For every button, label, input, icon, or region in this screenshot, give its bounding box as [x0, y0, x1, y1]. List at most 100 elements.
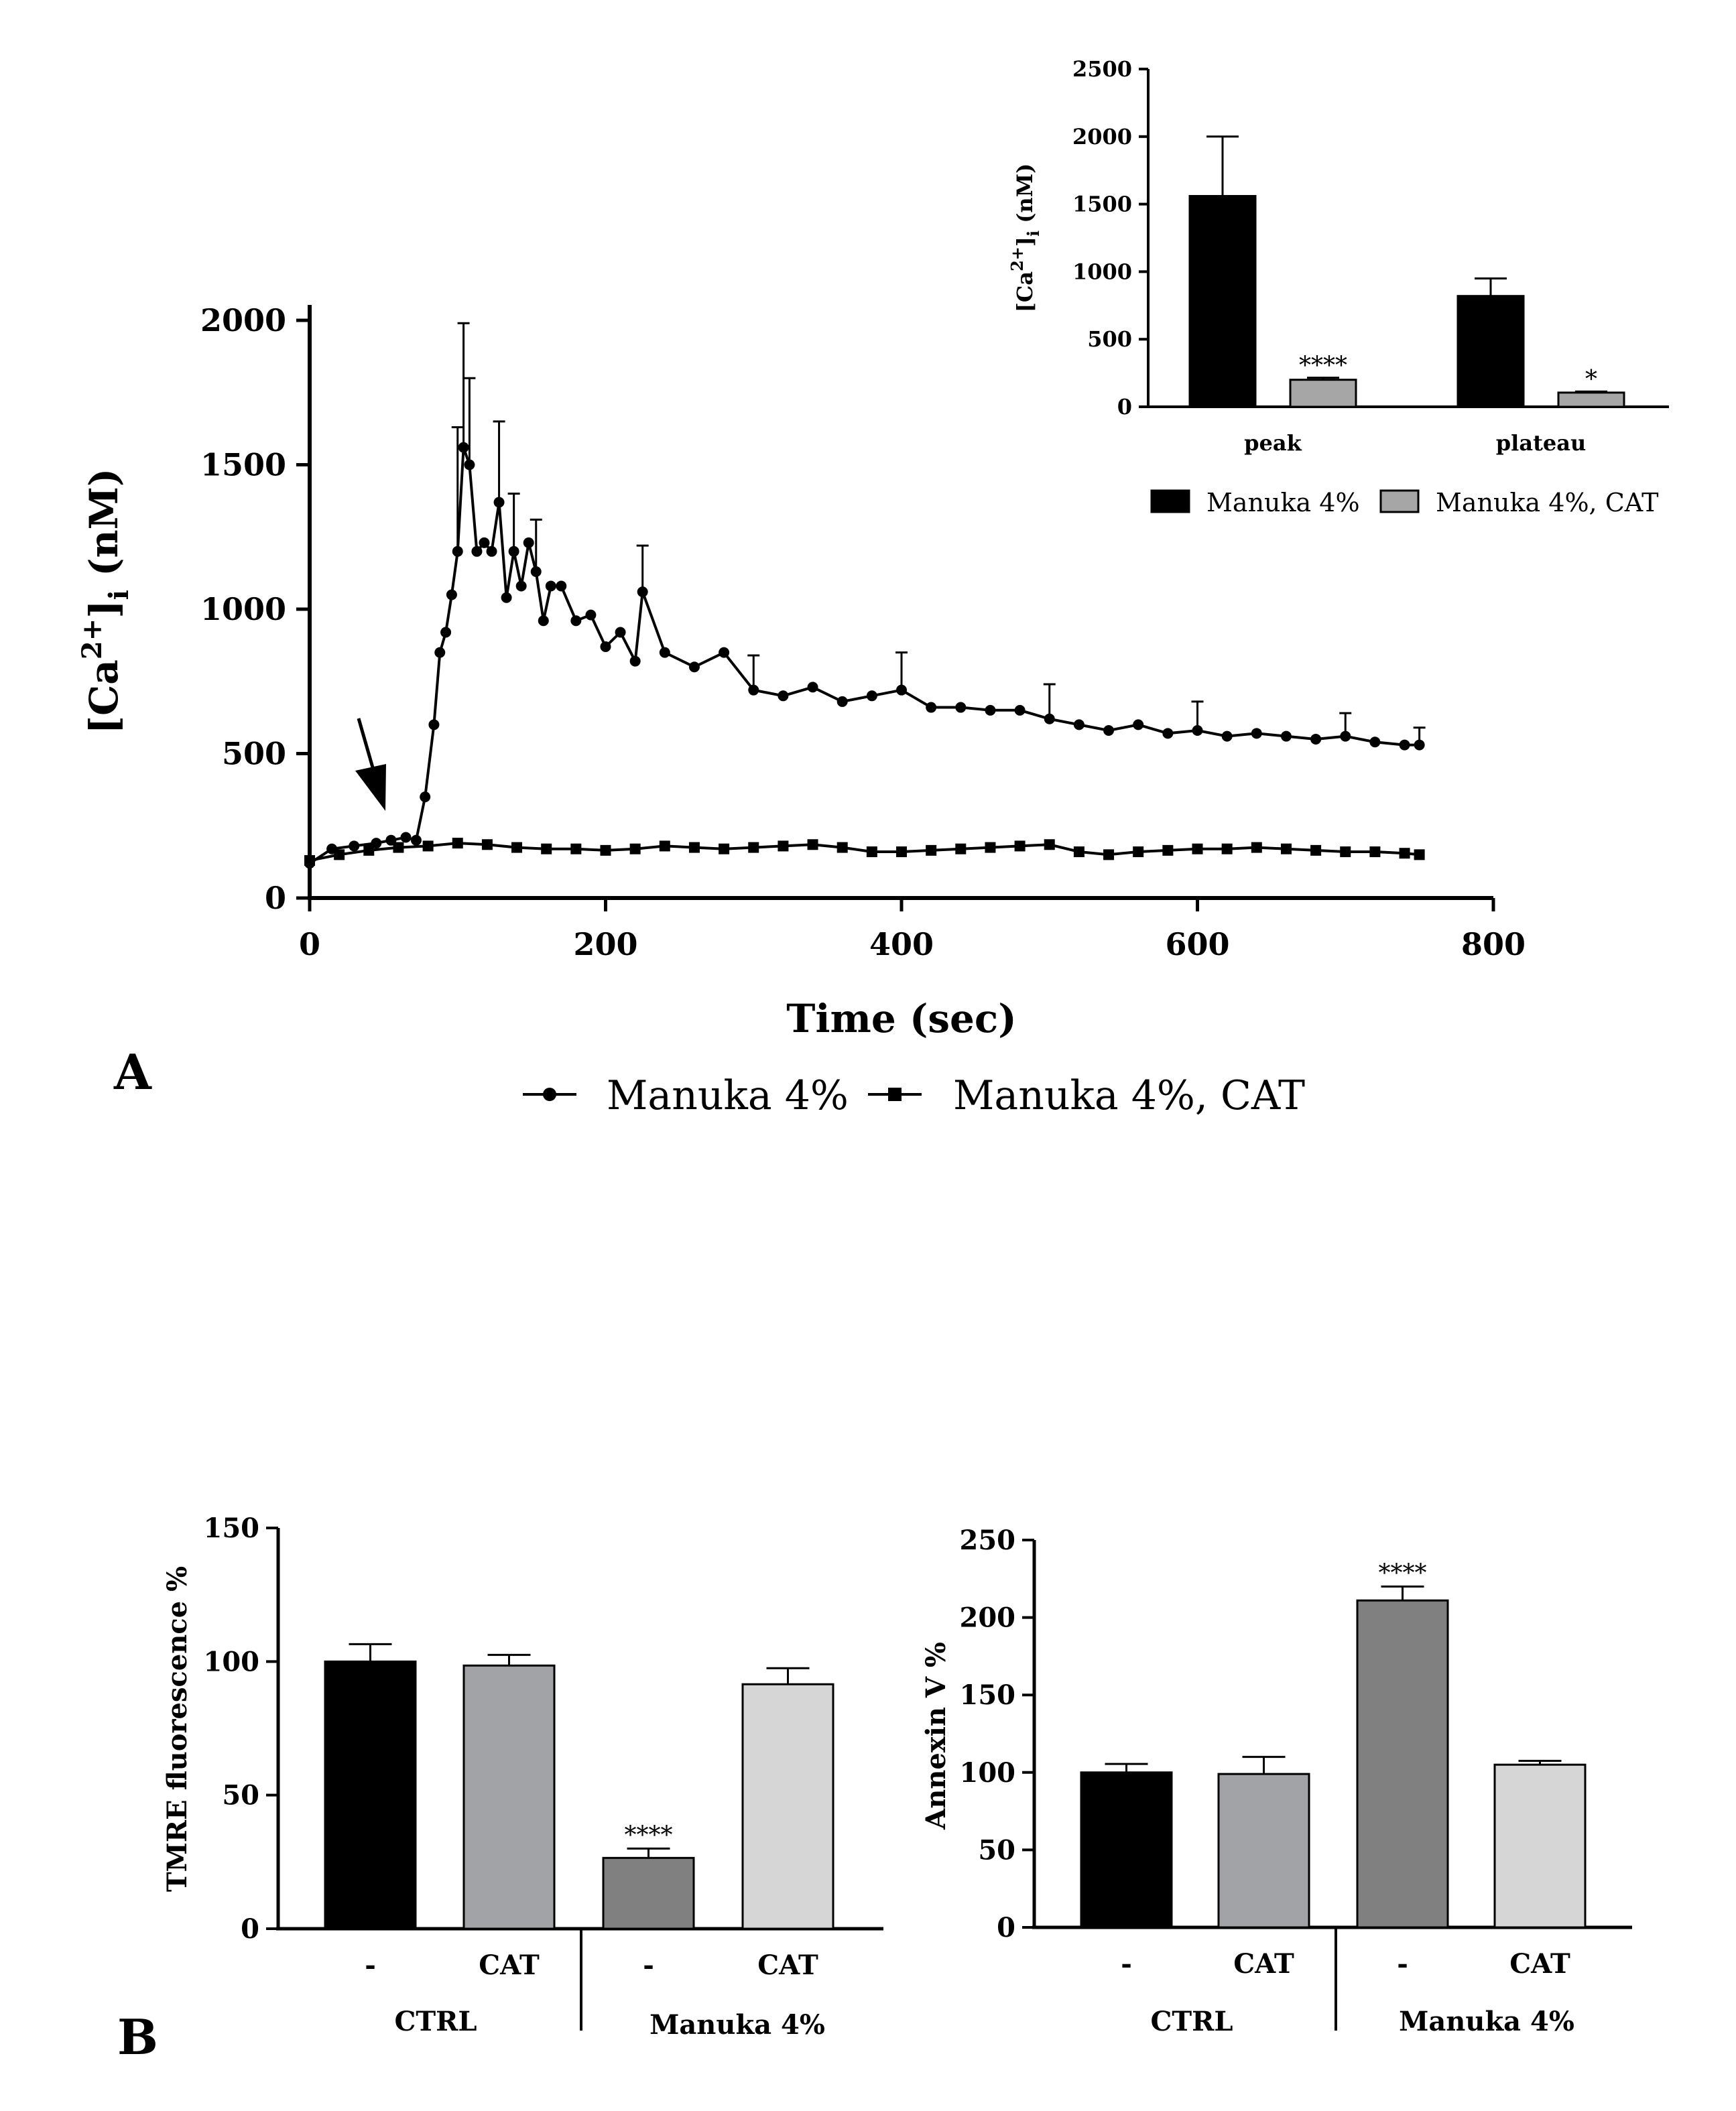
b-bar-label: - — [365, 1949, 376, 1981]
a-main-point-manuka-cat — [422, 840, 434, 852]
a-main-point-manuka — [600, 641, 611, 653]
a-main-point-manuka-cat — [629, 843, 641, 854]
b-ytick-label: 50 — [978, 1834, 1015, 1866]
a-main-point-manuka — [479, 537, 490, 548]
a-main-ylabel: [Ca2+]i (nM) — [76, 468, 135, 734]
a-main-point-manuka — [410, 834, 422, 846]
a-main-point-manuka — [985, 704, 996, 716]
a-main-point-manuka — [748, 684, 759, 696]
a-main-point-manuka-cat — [955, 843, 967, 854]
b-significance-stars: **** — [1379, 1559, 1427, 1587]
a-main-point-manuka-cat — [511, 842, 523, 853]
annexin-bar-chart: 0 50 100 150 200 250 - CAT **** - CAT Annexin V %… — [920, 1525, 1632, 2037]
a-main-point-manuka-cat — [866, 846, 877, 858]
a-main-point-manuka-cat — [778, 840, 789, 852]
a-main-point-manuka-cat — [896, 846, 907, 858]
a-main-point-manuka — [349, 840, 360, 852]
a-main-point-manuka — [493, 497, 505, 508]
inset-category-label: plateau — [1496, 430, 1586, 456]
a-main-point-manuka — [1014, 704, 1026, 716]
ca-time-course-chart: 0 500 1000 1500 2000 0 200 400 600 800 Time (sec… — [76, 302, 1526, 1119]
a-main-point-manuka — [508, 546, 519, 557]
b-bar — [602, 1856, 695, 1930]
legend-marker-square — [888, 1088, 902, 1101]
a-main-point-manuka — [471, 546, 483, 557]
b-significance-stars: **** — [625, 1821, 673, 1849]
inset-bar — [1188, 195, 1257, 408]
a-main-xtick-label: 200 — [573, 926, 637, 962]
a-main-ytick-label: 0 — [265, 880, 286, 916]
a-main-point-manuka — [1399, 739, 1410, 751]
a-main-point-manuka — [446, 589, 457, 600]
b-right-ylabel: Annexin V % — [920, 1642, 952, 1830]
legend-label-manuka-cat: Manuka 4%, CAT — [953, 1072, 1305, 1119]
b-bar-label: CAT — [1233, 1948, 1294, 1980]
a-main-point-manuka — [434, 647, 446, 658]
inset-ylabel: [Ca2+]i (nM) — [1007, 164, 1043, 313]
a-main-point-manuka — [1310, 733, 1322, 745]
b-bar — [1080, 1771, 1173, 1929]
a-main-point-manuka-cat — [1192, 843, 1203, 854]
a-main-xlabel: Time (sec) — [786, 996, 1016, 1041]
a-main-point-manuka — [896, 684, 907, 696]
inset-ytick-label: 1000 — [1072, 259, 1132, 284]
a-main-point-manuka-cat — [363, 844, 375, 856]
a-main-point-manuka-cat — [659, 840, 670, 852]
b-left-group-manuka: Manuka 4% — [649, 2009, 825, 2041]
b-left-ylabel: TMRE fluorescence % — [162, 1566, 193, 1892]
a-main-point-manuka — [428, 719, 440, 730]
a-main-point-manuka-cat — [1369, 846, 1381, 858]
a-main-ytick-label: 1000 — [200, 591, 286, 627]
a-main-point-manuka-cat — [541, 843, 552, 854]
a-main-point-manuka-cat — [1340, 846, 1351, 858]
a-main-point-manuka — [955, 702, 967, 713]
a-main-point-manuka — [538, 615, 549, 627]
legend-marker-circle — [543, 1088, 556, 1101]
a-main-point-manuka-cat — [1280, 843, 1292, 854]
inset-bar — [1456, 295, 1525, 408]
b-right-group-ctrl: CTRL — [1151, 2006, 1233, 2037]
a-main-point-manuka — [1251, 728, 1262, 739]
b-bar-label: - — [1397, 1948, 1408, 1980]
a-main-point-manuka — [778, 690, 789, 702]
inset-ytick-label: 2000 — [1072, 124, 1132, 149]
inset-ytick-label: 1500 — [1072, 192, 1132, 217]
a-main-point-manuka — [866, 690, 877, 702]
a-main-point-manuka-cat — [1310, 844, 1322, 856]
a-main-point-manuka-cat — [1044, 839, 1055, 850]
a-main-point-manuka-cat — [570, 843, 582, 854]
a-main-point-manuka — [807, 682, 818, 693]
a-main-point-manuka-cat — [1103, 849, 1115, 860]
a-main-point-manuka — [1103, 725, 1115, 737]
b-left-group-ctrl: CTRL — [395, 2006, 477, 2037]
b-ytick-label: 150 — [204, 1513, 260, 1544]
inset-category-label: peak — [1244, 430, 1302, 456]
b-ytick-label: 100 — [960, 1757, 1016, 1789]
a-main-ytick-label: 1500 — [200, 447, 286, 483]
a-main-point-manuka-cat — [748, 842, 759, 853]
a-main-point-manuka — [719, 647, 730, 658]
a-main-point-manuka-cat — [836, 842, 848, 853]
panel-label-a: A — [113, 1043, 152, 1100]
a-main-point-manuka — [530, 566, 542, 577]
a-main-point-manuka — [1280, 730, 1292, 742]
a-main-point-manuka — [1340, 730, 1351, 742]
a-main-point-manuka-cat — [600, 844, 611, 856]
b-right-group-manuka: Manuka 4% — [1399, 2006, 1574, 2037]
a-main-point-manuka — [523, 537, 534, 548]
inset-legend-swatch-cat — [1379, 489, 1420, 513]
a-main-point-manuka — [440, 627, 452, 638]
a-main-point-manuka-cat — [304, 854, 315, 866]
a-main-point-manuka-cat — [807, 839, 818, 850]
a-main-point-manuka — [1414, 739, 1425, 751]
a-main-point-manuka — [836, 696, 848, 707]
b-bar — [1493, 1763, 1587, 1929]
b-bar — [741, 1683, 834, 1930]
inset-significance-stars: * — [1585, 366, 1597, 393]
a-main-point-manuka-cat — [1162, 844, 1174, 856]
b-bar-label: CAT — [757, 1949, 818, 1981]
a-main-point-manuka-cat — [688, 842, 700, 853]
a-main-point-manuka-cat — [452, 838, 463, 849]
b-bar — [324, 1660, 417, 1930]
